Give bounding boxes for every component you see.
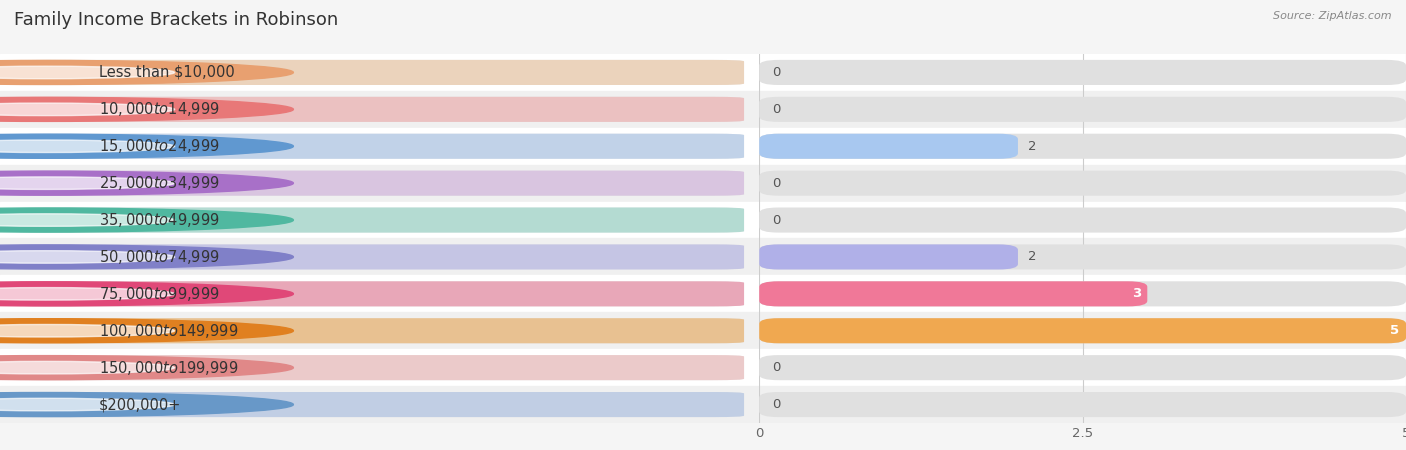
Bar — [759, 202, 1406, 238]
FancyBboxPatch shape — [759, 134, 1406, 159]
Text: 2: 2 — [1028, 140, 1036, 153]
FancyBboxPatch shape — [15, 134, 744, 159]
Circle shape — [0, 361, 174, 374]
FancyBboxPatch shape — [759, 318, 1406, 343]
FancyBboxPatch shape — [15, 281, 744, 306]
FancyBboxPatch shape — [15, 171, 744, 196]
Text: 0: 0 — [772, 103, 780, 116]
Circle shape — [0, 97, 294, 122]
Text: $150,000 to $199,999: $150,000 to $199,999 — [98, 359, 238, 377]
FancyBboxPatch shape — [15, 318, 744, 343]
FancyBboxPatch shape — [759, 207, 1406, 233]
FancyBboxPatch shape — [759, 60, 1406, 85]
Text: $35,000 to $49,999: $35,000 to $49,999 — [98, 211, 219, 229]
Circle shape — [0, 324, 174, 337]
Bar — [759, 54, 1406, 91]
FancyBboxPatch shape — [15, 281, 744, 306]
Text: 0: 0 — [772, 361, 780, 374]
Circle shape — [0, 103, 174, 116]
FancyBboxPatch shape — [759, 392, 1406, 417]
Circle shape — [0, 356, 294, 380]
Bar — [0, 165, 759, 202]
FancyBboxPatch shape — [15, 355, 744, 380]
FancyBboxPatch shape — [759, 244, 1018, 270]
FancyBboxPatch shape — [15, 392, 744, 417]
Bar — [0, 54, 759, 91]
FancyBboxPatch shape — [15, 60, 744, 85]
Bar — [0, 128, 759, 165]
FancyBboxPatch shape — [759, 171, 1406, 196]
Circle shape — [0, 288, 174, 300]
FancyBboxPatch shape — [759, 281, 1147, 306]
Text: $200,000+: $200,000+ — [98, 397, 181, 412]
Text: 3: 3 — [1132, 288, 1140, 300]
Bar — [759, 91, 1406, 128]
FancyBboxPatch shape — [759, 355, 1406, 380]
FancyBboxPatch shape — [15, 134, 744, 159]
FancyBboxPatch shape — [15, 244, 744, 270]
Text: 0: 0 — [772, 398, 780, 411]
Circle shape — [0, 319, 294, 343]
FancyBboxPatch shape — [15, 97, 744, 122]
Bar — [759, 275, 1406, 312]
FancyBboxPatch shape — [759, 97, 1406, 122]
Bar — [0, 91, 759, 128]
FancyBboxPatch shape — [759, 244, 1406, 270]
Circle shape — [0, 134, 294, 158]
FancyBboxPatch shape — [759, 318, 1406, 343]
FancyBboxPatch shape — [15, 171, 744, 196]
Text: Family Income Brackets in Robinson: Family Income Brackets in Robinson — [14, 11, 339, 29]
FancyBboxPatch shape — [15, 244, 744, 270]
Text: $10,000 to $14,999: $10,000 to $14,999 — [98, 100, 219, 118]
Text: $50,000 to $74,999: $50,000 to $74,999 — [98, 248, 219, 266]
Text: $100,000 to $149,999: $100,000 to $149,999 — [98, 322, 238, 340]
FancyBboxPatch shape — [15, 207, 744, 233]
FancyBboxPatch shape — [15, 207, 744, 233]
Bar — [0, 238, 759, 275]
Bar — [759, 386, 1406, 423]
FancyBboxPatch shape — [759, 281, 1406, 306]
Text: $15,000 to $24,999: $15,000 to $24,999 — [98, 137, 219, 155]
Circle shape — [0, 214, 174, 226]
Circle shape — [0, 398, 174, 411]
Bar — [0, 202, 759, 238]
FancyBboxPatch shape — [15, 97, 744, 122]
Circle shape — [0, 245, 294, 269]
FancyBboxPatch shape — [15, 60, 744, 85]
Text: Less than $10,000: Less than $10,000 — [98, 65, 235, 80]
Circle shape — [0, 282, 294, 306]
Text: $75,000 to $99,999: $75,000 to $99,999 — [98, 285, 219, 303]
Text: 2: 2 — [1028, 251, 1036, 263]
Circle shape — [0, 208, 294, 232]
Bar — [0, 386, 759, 423]
FancyBboxPatch shape — [15, 318, 744, 343]
Bar — [759, 312, 1406, 349]
FancyBboxPatch shape — [15, 392, 744, 417]
Bar — [759, 165, 1406, 202]
Text: 0: 0 — [772, 66, 780, 79]
Bar — [759, 349, 1406, 386]
Circle shape — [0, 140, 174, 153]
Circle shape — [0, 177, 174, 189]
Text: 0: 0 — [772, 177, 780, 189]
Bar — [0, 349, 759, 386]
Text: 5: 5 — [1391, 324, 1399, 337]
Circle shape — [0, 60, 294, 85]
Bar — [759, 128, 1406, 165]
Circle shape — [0, 171, 294, 195]
Circle shape — [0, 251, 174, 263]
Text: $25,000 to $34,999: $25,000 to $34,999 — [98, 174, 219, 192]
Bar — [759, 238, 1406, 275]
Text: 0: 0 — [772, 214, 780, 226]
Circle shape — [0, 66, 174, 79]
Circle shape — [0, 392, 294, 417]
Text: Source: ZipAtlas.com: Source: ZipAtlas.com — [1274, 11, 1392, 21]
Bar — [0, 312, 759, 349]
FancyBboxPatch shape — [759, 134, 1018, 159]
FancyBboxPatch shape — [15, 355, 744, 380]
Bar — [0, 275, 759, 312]
